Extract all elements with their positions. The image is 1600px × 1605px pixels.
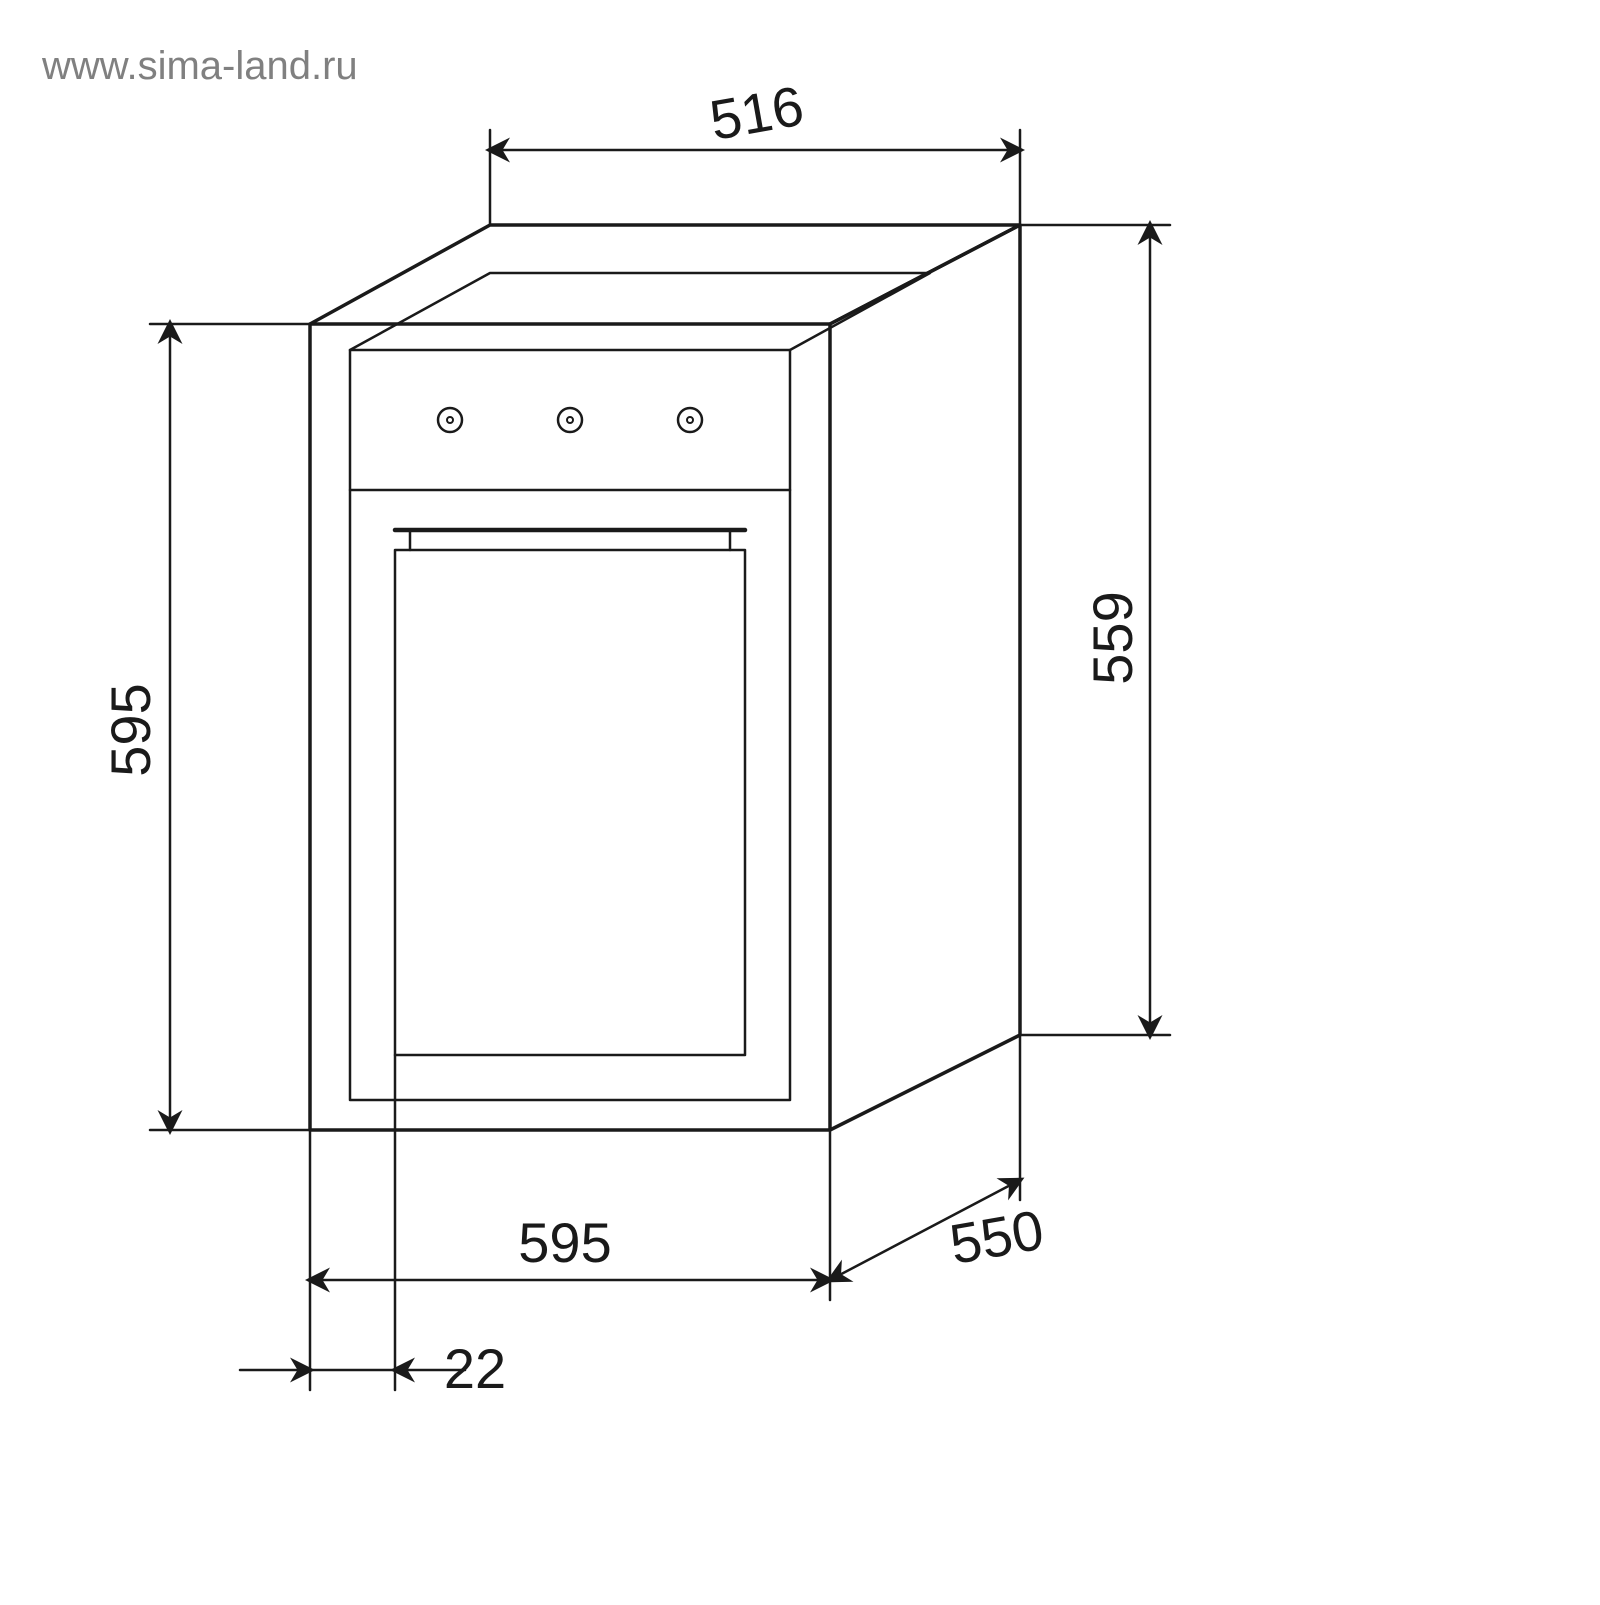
dim-label-595-height: 595 [99,683,162,776]
oven-top-inner [350,273,930,350]
knob-3 [678,408,702,432]
oven-dimension-diagram: 516 595 559 595 550 22 [0,0,1600,1600]
dim-label-559: 559 [1081,591,1144,684]
watermark-text: www.sima-land.ru [42,44,358,89]
knob-1 [438,408,462,432]
oven-front-face [310,324,830,1130]
oven-door-window [395,550,745,1055]
oven-side-face [830,225,1020,1130]
dim-label-595-width: 595 [518,1211,611,1274]
dim-label-550: 550 [945,1198,1048,1276]
dim-label-516: 516 [705,74,808,152]
oven-inner-frame [350,350,790,1100]
dim-label-22: 22 [444,1337,506,1400]
knob-2 [558,408,582,432]
oven-top-face [310,225,1020,324]
